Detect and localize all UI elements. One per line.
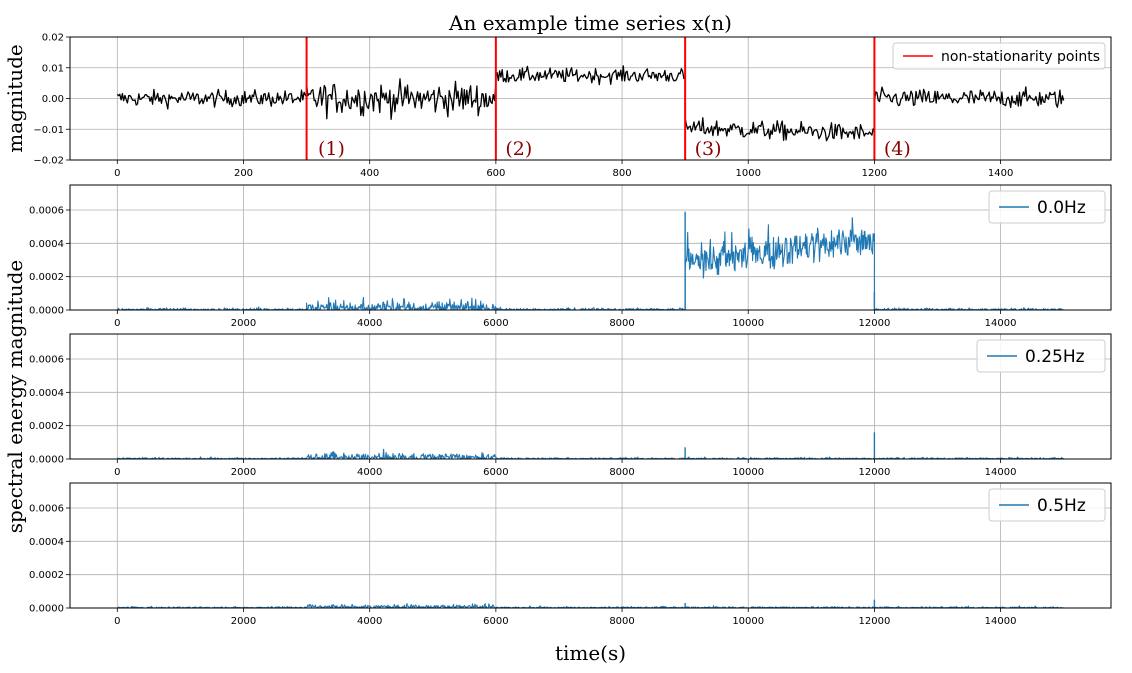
series-line <box>117 217 1064 310</box>
y-tick-label: 0.00 <box>42 94 64 105</box>
y-tick-label: 0.0004 <box>29 537 64 548</box>
series-line <box>117 603 1064 608</box>
legend-label: 0.25Hz <box>1025 347 1085 367</box>
x-tick-label: 12000 <box>859 467 891 478</box>
y-tick-label: 0.0000 <box>29 306 64 317</box>
y-tick-label: 0.0002 <box>29 570 64 581</box>
x-tick-label: 0 <box>114 318 120 329</box>
axes-frame <box>69 36 1112 161</box>
x-tick-label: 12000 <box>859 318 891 329</box>
x-tick-label: 1400 <box>988 168 1013 179</box>
x-tick-label: 12000 <box>859 616 891 627</box>
annotation-label: (1) <box>318 138 345 160</box>
x-tick-label: 8000 <box>609 467 634 478</box>
legend-label: non-stationarity points <box>941 49 1100 65</box>
y-axis-label-shared: spectral energy magnitude <box>3 260 27 533</box>
x-tick-label: 2000 <box>231 467 256 478</box>
x-tick-label: 14000 <box>985 467 1017 478</box>
axes-frame <box>69 184 1112 311</box>
panel-4: 0 2000 4000 6000 8000 10000 12000 14000 0.0000 0.… <box>29 482 1112 627</box>
x-tick-label: 6000 <box>483 616 508 627</box>
y-tick-label: 0.0006 <box>29 504 64 515</box>
x-tick-label: 2000 <box>231 616 256 627</box>
annotation-label: (4) <box>884 138 911 160</box>
panel-1: 0 200 400 600 800 1000 1200 1400 −0.02 −0.01 0.00 0… <box>33 11 1112 179</box>
x-tick-label: 4000 <box>357 467 382 478</box>
x-axis-label: time(s) <box>555 641 626 665</box>
x-tick-label: 10000 <box>732 467 764 478</box>
y-tick-label: 0.0006 <box>29 206 64 217</box>
y-tick-label: 0.0000 <box>29 604 64 615</box>
x-tick-label: 0 <box>114 616 120 627</box>
x-tick-label: 400 <box>360 168 379 179</box>
x-tick-label: 200 <box>234 168 253 179</box>
legend-label: 0.0Hz <box>1037 198 1086 218</box>
legend: 0.5Hz <box>988 488 1106 522</box>
x-tick-label: 0 <box>114 168 120 179</box>
y-tick-label: 0.0000 <box>29 455 64 466</box>
axes-frame <box>69 333 1112 460</box>
x-tick-label: 8000 <box>609 616 634 627</box>
annotation-label: (2) <box>505 138 532 160</box>
series-line <box>116 65 1065 142</box>
legend-box <box>976 339 1106 373</box>
x-tick-label: 14000 <box>985 318 1017 329</box>
legend-label: 0.5Hz <box>1037 496 1086 516</box>
panel-2: 0 2000 4000 6000 8000 10000 12000 14000 0.0000 0.… <box>29 184 1112 329</box>
legend: 0.25Hz <box>976 339 1106 373</box>
x-tick-label: 0 <box>114 467 120 478</box>
x-tick-label: 4000 <box>357 318 382 329</box>
x-tick-label: 4000 <box>357 616 382 627</box>
x-tick-label: 800 <box>612 168 631 179</box>
y-tick-label: 0.0004 <box>29 239 64 250</box>
x-tick-label: 14000 <box>985 616 1017 627</box>
annotation-label: (3) <box>695 138 722 160</box>
axes-frame <box>69 482 1112 609</box>
x-tick-label: 6000 <box>483 318 508 329</box>
y-tick-label: 0.0006 <box>29 355 64 366</box>
x-tick-label: 1200 <box>862 168 887 179</box>
legend-box <box>988 488 1106 522</box>
x-tick-label: 600 <box>486 168 505 179</box>
series-line <box>116 448 1064 459</box>
x-tick-label: 10000 <box>732 616 764 627</box>
y-tick-label: 0.01 <box>42 63 64 74</box>
x-tick-label: 8000 <box>609 318 634 329</box>
y-tick-label: −0.01 <box>33 125 64 136</box>
x-tick-label: 2000 <box>231 318 256 329</box>
y-axis-label-top: magnitude <box>3 44 27 153</box>
y-tick-label: 0.0004 <box>29 388 64 399</box>
panel-3: 0 2000 4000 6000 8000 10000 12000 14000 0.0000 0.… <box>29 333 1112 478</box>
x-tick-label: 6000 <box>483 467 508 478</box>
x-tick-label: 1000 <box>736 168 761 179</box>
legend: non-stationarity points <box>892 42 1106 70</box>
y-tick-label: 0.0002 <box>29 272 64 283</box>
legend: 0.0Hz <box>988 190 1106 224</box>
legend-box <box>892 42 1106 70</box>
x-tick-label: 10000 <box>732 318 764 329</box>
y-tick-label: −0.02 <box>33 156 64 167</box>
y-tick-label: 0.02 <box>42 33 64 44</box>
chart-title: An example time series x(n) <box>448 11 732 35</box>
y-tick-label: 0.0002 <box>29 421 64 432</box>
legend-box <box>988 190 1106 224</box>
